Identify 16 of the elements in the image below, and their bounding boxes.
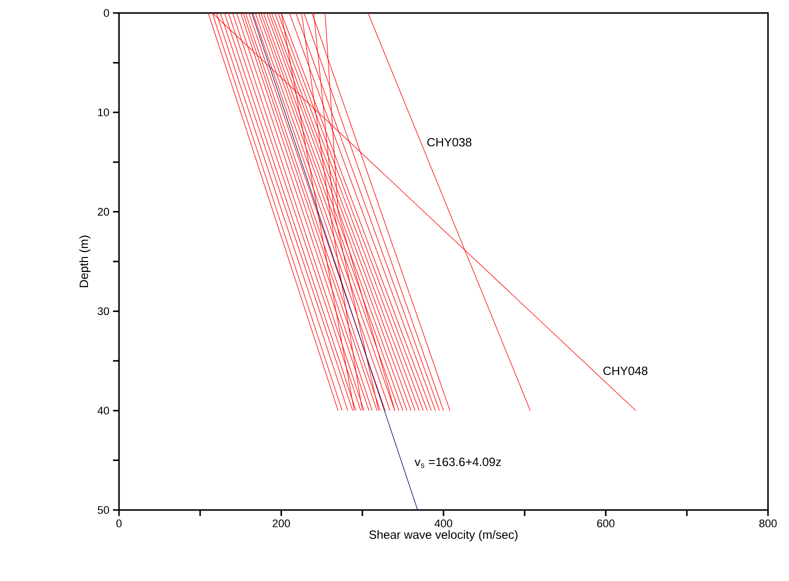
y-axis-title: Depth (m) <box>79 236 90 288</box>
x-tick-label: 600 <box>597 520 614 528</box>
annotation: CHY038 <box>427 138 472 146</box>
x-tick-label: 400 <box>434 520 452 528</box>
y-tick-label: 20 <box>98 208 110 216</box>
y-tick-label: 50 <box>98 506 110 514</box>
x-axis-title: Shear wave velocity (m/sec) <box>369 530 518 542</box>
x-tick-label: 200 <box>272 520 290 528</box>
y-tick-label: 40 <box>98 406 110 414</box>
x-tick-label: 0 <box>116 520 122 528</box>
y-tick-label: 10 <box>98 108 110 116</box>
annotation: v$_{s}$ =163.6+4.09z <box>414 458 501 468</box>
y-tick-label: 0 <box>104 9 110 17</box>
annotation: CHY048 <box>603 366 648 376</box>
y-tick-label: 30 <box>98 307 110 316</box>
x-tick-label: 800 <box>759 520 777 528</box>
